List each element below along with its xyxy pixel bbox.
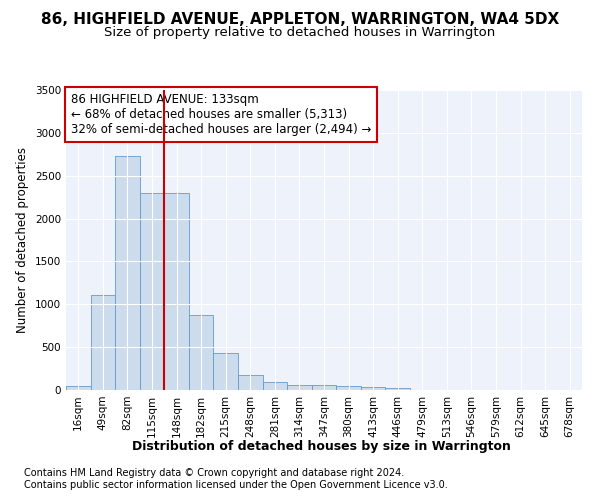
Bar [263,382,287,390]
Text: Size of property relative to detached houses in Warrington: Size of property relative to detached ho… [104,26,496,39]
Bar [164,193,189,390]
Bar [385,388,410,390]
Text: Distribution of detached houses by size in Warrington: Distribution of detached houses by size … [131,440,511,453]
Text: 86 HIGHFIELD AVENUE: 133sqm
← 68% of detached houses are smaller (5,313)
32% of : 86 HIGHFIELD AVENUE: 133sqm ← 68% of det… [71,93,371,136]
Text: Contains public sector information licensed under the Open Government Licence v3: Contains public sector information licen… [24,480,448,490]
Bar [238,375,263,390]
Bar [91,295,115,390]
Y-axis label: Number of detached properties: Number of detached properties [16,147,29,333]
Bar [189,314,214,390]
Bar [140,193,164,390]
Bar [361,388,385,390]
Bar [336,386,361,390]
Text: Contains HM Land Registry data © Crown copyright and database right 2024.: Contains HM Land Registry data © Crown c… [24,468,404,477]
Bar [214,353,238,390]
Text: 86, HIGHFIELD AVENUE, APPLETON, WARRINGTON, WA4 5DX: 86, HIGHFIELD AVENUE, APPLETON, WARRINGT… [41,12,559,28]
Bar [66,386,91,390]
Bar [287,385,312,390]
Bar [312,386,336,390]
Bar [115,156,140,390]
